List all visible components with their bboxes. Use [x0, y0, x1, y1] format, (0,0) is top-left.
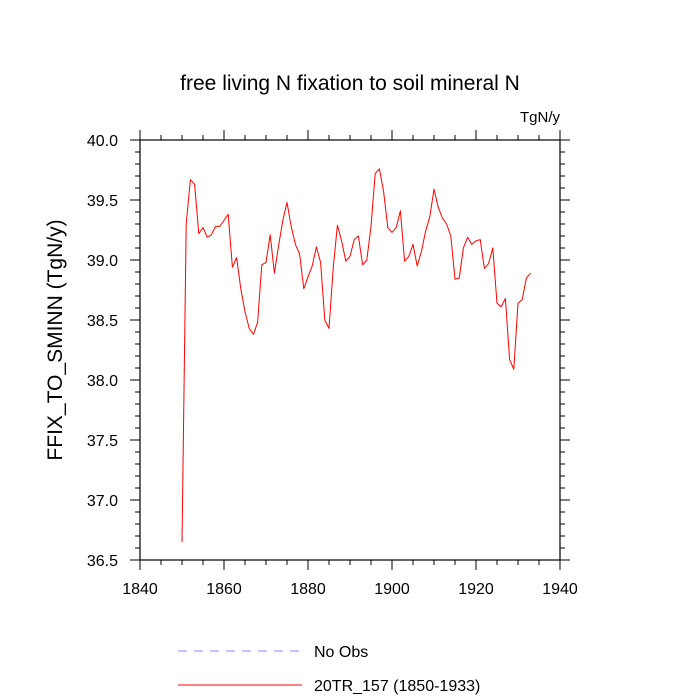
- x-tick-label: 1920: [458, 581, 494, 598]
- legend-label-20tr-157: 20TR_157 (1850-1933): [314, 678, 480, 695]
- units-label: TgN/y: [520, 109, 561, 126]
- y-tick-label: 37.0: [87, 493, 118, 510]
- y-tick-label: 39.5: [87, 193, 118, 210]
- y-tick-label: 38.0: [87, 373, 118, 390]
- y-tick-label: 36.5: [87, 553, 118, 570]
- x-tick-label: 1860: [206, 581, 242, 598]
- x-tick-label: 1940: [542, 581, 578, 598]
- legend-label-no-obs: No Obs: [314, 644, 368, 661]
- x-tick-label: 1900: [374, 581, 410, 598]
- y-tick-label: 39.0: [87, 253, 118, 270]
- y-tick-label: 40.0: [87, 133, 118, 150]
- x-tick-label: 1840: [122, 581, 158, 598]
- axis-ticks: [130, 130, 570, 570]
- plot-frame: [139, 139, 561, 561]
- y-tick-label: 38.5: [87, 313, 118, 330]
- chart-title: free living N fixation to soil mineral N: [180, 72, 520, 95]
- y-axis-label: FFIX_TO_SMINN (TgN/y): [44, 219, 67, 460]
- x-tick-label: 1880: [290, 581, 326, 598]
- series-line-20tr-157: [181, 168, 531, 543]
- legend: No Obs 20TR_157 (1850-1933): [178, 644, 480, 695]
- axis-tick-labels: 1840 1860 1880 1900 1920 1940 36.5 37.0 37.5 38.0…: [87, 133, 578, 598]
- y-tick-label: 37.5: [87, 433, 118, 450]
- plot-area: [181, 168, 531, 543]
